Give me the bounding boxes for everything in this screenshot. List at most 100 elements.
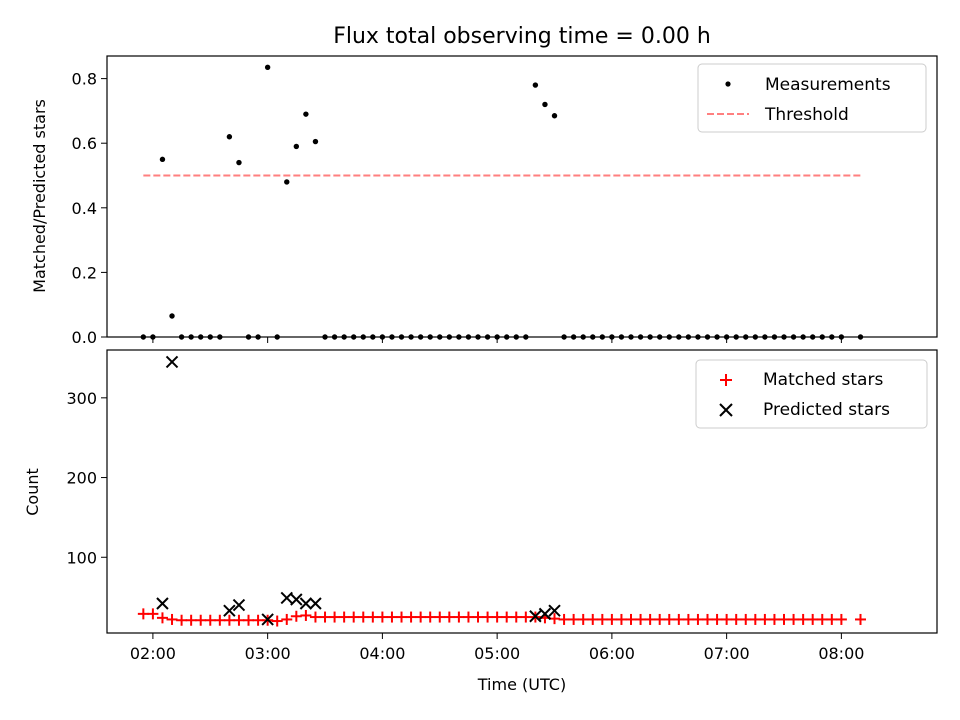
measurement-point xyxy=(551,113,558,119)
measurement-point xyxy=(360,334,366,340)
matched-star-point xyxy=(281,613,293,625)
legend-predicted-label: Predicted stars xyxy=(763,400,890,420)
top-y-tick-label: 0.0 xyxy=(72,328,97,347)
measurement-point xyxy=(800,334,806,340)
measurement-point xyxy=(561,334,567,340)
predicted-star-point xyxy=(165,355,179,369)
matched-star-point xyxy=(730,613,742,625)
bottom-y-tick-label: 200 xyxy=(66,469,97,488)
x-tick-label: 04:00 xyxy=(359,644,405,663)
matched-star-point xyxy=(826,613,838,625)
bottom-x-ticks: 02:00 03:00 04:00 05:00 06:00 07:00 08:00 xyxy=(130,633,864,663)
measurement-point xyxy=(685,334,692,340)
matched-star-point xyxy=(596,613,608,625)
measurement-point xyxy=(398,334,405,340)
matched-star-point xyxy=(367,611,379,623)
bottom-y-tick-label: 100 xyxy=(66,548,97,567)
top-legend-box xyxy=(697,63,927,133)
measurement-point xyxy=(599,334,606,340)
matched-star-point xyxy=(606,613,618,625)
x-tick-label: 08:00 xyxy=(818,644,864,663)
matched-star-point xyxy=(405,611,417,623)
x-tick-label: 02:00 xyxy=(130,644,176,663)
matched-star-point xyxy=(654,613,666,625)
measurement-point xyxy=(150,334,156,340)
measurement-points xyxy=(140,64,864,340)
matched-star-point xyxy=(797,613,809,625)
bottom-legend: Matched stars Predicted stars xyxy=(695,359,928,429)
measurement-point xyxy=(790,334,797,340)
legend-predicted-marker xyxy=(719,403,733,417)
measurement-point xyxy=(293,143,300,150)
measurement-point xyxy=(695,334,701,340)
bottom-y-ticks: 100 200 300 xyxy=(66,389,107,567)
matched-star-point xyxy=(577,613,589,625)
top-panel: Matched/Predicted stars 0.00.20.40.60.8 … xyxy=(30,55,938,347)
measurement-point xyxy=(303,111,309,117)
measurement-point xyxy=(236,159,242,166)
measurement-point xyxy=(647,334,653,340)
measurement-point xyxy=(829,334,835,340)
matched-star-point xyxy=(501,611,513,623)
measurement-point xyxy=(284,179,290,185)
predicted-star-point xyxy=(548,604,561,617)
matched-star-point xyxy=(137,608,149,620)
top-y-ticks: 0.0 0.2 0.4 0.6 0.8 xyxy=(72,70,107,347)
matched-star-point xyxy=(663,613,675,625)
matched-star-point xyxy=(176,614,188,626)
predicted-star-point xyxy=(299,597,313,610)
measurement-point xyxy=(838,334,845,340)
matched-star-point xyxy=(568,613,580,625)
measurement-point xyxy=(752,334,759,340)
measurement-point xyxy=(618,334,625,340)
measurement-point xyxy=(714,334,720,340)
measurement-point xyxy=(475,334,481,340)
bottom-panel-frame xyxy=(106,349,938,634)
x-tick-label: 05:00 xyxy=(474,644,520,663)
matched-star-point xyxy=(682,613,694,625)
matched-star-point xyxy=(520,611,532,623)
bottom-y-axis-label: Count xyxy=(23,468,42,516)
predicted-star-point xyxy=(232,598,246,612)
measurement-point xyxy=(417,334,424,340)
measurement-point xyxy=(217,334,223,340)
measurement-point xyxy=(590,334,596,340)
x-tick-label: 03:00 xyxy=(245,644,291,663)
measurement-point xyxy=(857,334,864,340)
measurement-point xyxy=(771,334,778,340)
matched-star-point xyxy=(768,613,780,625)
matched-star-point xyxy=(300,609,312,621)
matched-star-point xyxy=(166,613,178,625)
measurement-point xyxy=(207,334,213,340)
top-y-axis-label: Matched/Predicted stars xyxy=(30,99,49,293)
measurement-point xyxy=(743,334,749,340)
matched-star-point xyxy=(376,611,388,623)
matched-star-point xyxy=(185,614,197,626)
measurement-point xyxy=(628,334,634,340)
matched-star-point xyxy=(816,613,828,625)
measurement-point xyxy=(159,156,166,163)
measurement-point xyxy=(819,334,825,340)
measurement-point xyxy=(312,138,319,145)
matched-star-point xyxy=(329,611,341,623)
top-legend: Measurements Threshold xyxy=(697,63,927,133)
matched-star-point xyxy=(807,613,819,625)
matched-star-point xyxy=(491,611,503,623)
measurement-point xyxy=(331,334,338,340)
bottom-y-tick-label: 300 xyxy=(66,389,97,408)
legend-threshold-label: Threshold xyxy=(764,105,849,125)
measurement-point xyxy=(140,334,147,340)
matched-star-point xyxy=(462,611,474,623)
matched-star-point xyxy=(386,611,398,623)
measurement-point xyxy=(609,334,615,340)
measurement-point xyxy=(733,334,739,340)
matched-stars-points xyxy=(137,608,867,627)
predicted-star-point xyxy=(529,610,542,623)
matched-star-point xyxy=(740,613,752,625)
matched-star-point xyxy=(510,611,522,623)
matched-star-point xyxy=(357,611,369,623)
measurement-point xyxy=(637,334,644,340)
bottom-legend-box xyxy=(695,359,928,429)
matched-star-point xyxy=(156,612,168,624)
